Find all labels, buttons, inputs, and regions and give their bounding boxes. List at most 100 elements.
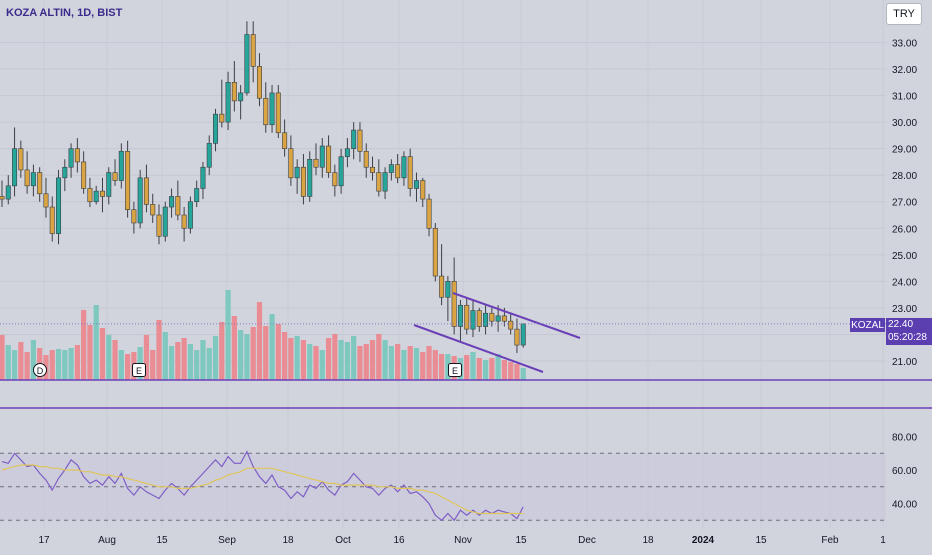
volume-bar <box>181 338 187 380</box>
candle-body <box>319 145 325 168</box>
time-axis-tick-label: Aug <box>98 535 116 546</box>
volume-bar <box>106 335 112 380</box>
candle <box>62 159 68 192</box>
candle <box>30 164 36 197</box>
candle-body <box>439 275 445 298</box>
candle <box>300 153 306 205</box>
candle <box>206 135 212 176</box>
volume-bar <box>125 354 131 380</box>
candle-body <box>269 92 275 126</box>
candle-body <box>175 196 181 216</box>
volume-bar <box>470 352 476 380</box>
rsi-pane: 40.00 60.00 80.00 <box>0 433 917 522</box>
candle <box>483 305 489 335</box>
time-x-axis: 17 Aug 15 Sep 18 Oct 16 Nov 15 Dec 18 2024 15 Feb 1 <box>38 535 886 546</box>
candle-body <box>288 148 294 179</box>
candle-body <box>162 206 168 237</box>
candle-body <box>125 151 131 211</box>
price-axis-tick-label: 32.00 <box>892 65 917 76</box>
candle-body <box>514 328 520 346</box>
candle <box>344 138 350 168</box>
candle-body <box>282 132 288 149</box>
volume-bar <box>300 340 307 380</box>
candle <box>118 143 124 189</box>
volume-bar <box>250 327 256 380</box>
candle <box>150 193 156 223</box>
volume-bar <box>407 346 413 380</box>
volume-bar <box>344 342 350 380</box>
candle-body <box>307 158 313 197</box>
candle <box>370 156 376 181</box>
candle <box>476 307 482 332</box>
candle <box>319 138 325 178</box>
trend-channel <box>413 292 581 373</box>
candle <box>357 122 363 162</box>
price-axis-tick-label: 29.00 <box>892 145 917 156</box>
volume-series <box>0 290 526 380</box>
candle-body <box>508 320 514 330</box>
candle-body <box>395 164 401 179</box>
time-axis-tick-label: Dec <box>578 535 596 546</box>
candle <box>282 119 288 157</box>
rsi-moving-average <box>1 464 524 515</box>
time-axis-tick-label: 2024 <box>692 535 715 546</box>
volume-bar <box>118 350 124 380</box>
volume-bar <box>382 340 388 380</box>
volume-bar <box>288 338 294 380</box>
candle-body <box>0 196 5 200</box>
currency-button[interactable]: TRY <box>886 3 922 25</box>
candle-body <box>250 34 256 67</box>
candle <box>464 297 470 335</box>
candle <box>407 148 413 197</box>
candle-body <box>401 156 407 179</box>
candle-body <box>106 172 112 197</box>
last-price-badge: 22.40 05:20:28 <box>886 318 932 345</box>
volume-bar <box>93 305 99 380</box>
candle <box>106 167 112 205</box>
candle-body <box>464 304 470 330</box>
candle <box>187 196 193 234</box>
candle <box>275 84 281 139</box>
price-axis-tick-label: 31.00 <box>892 92 917 103</box>
candle-body <box>74 148 80 163</box>
candle-body <box>495 315 501 322</box>
time-axis-tick-label: 15 <box>156 535 168 546</box>
volume-bar <box>55 349 62 380</box>
volume-bar <box>325 338 332 380</box>
volume-bar <box>489 358 495 380</box>
candle <box>520 323 526 348</box>
volume-bar <box>175 342 181 380</box>
price-axis-tick-label: 24.00 <box>892 277 917 288</box>
candle <box>131 201 137 234</box>
candle <box>169 188 175 218</box>
candle <box>338 148 344 194</box>
candle-body <box>62 166 68 179</box>
candle-body <box>37 172 43 195</box>
candle-body <box>489 312 495 322</box>
time-axis-tick-label: 18 <box>282 535 294 546</box>
volume-bar <box>495 354 501 380</box>
candle <box>256 53 262 107</box>
volume-bar <box>99 328 106 380</box>
candle-body <box>451 281 457 327</box>
candle-body <box>213 113 219 144</box>
candle <box>388 159 394 181</box>
candle <box>231 61 237 112</box>
candle-body <box>338 156 344 187</box>
candle <box>432 222 438 282</box>
candle <box>439 244 445 306</box>
candle-body <box>181 214 187 229</box>
candle <box>81 151 87 194</box>
volume-bar <box>238 330 244 380</box>
candle <box>420 177 426 208</box>
candle-body <box>483 312 489 327</box>
volume-bar <box>464 355 470 380</box>
price-axis-tick-label: 25.00 <box>892 251 917 262</box>
volume-bar <box>143 335 150 380</box>
candle-body <box>413 180 419 189</box>
candle <box>489 307 495 327</box>
candle-body <box>370 166 376 173</box>
volume-bar <box>426 346 432 380</box>
candle-body <box>12 148 18 187</box>
